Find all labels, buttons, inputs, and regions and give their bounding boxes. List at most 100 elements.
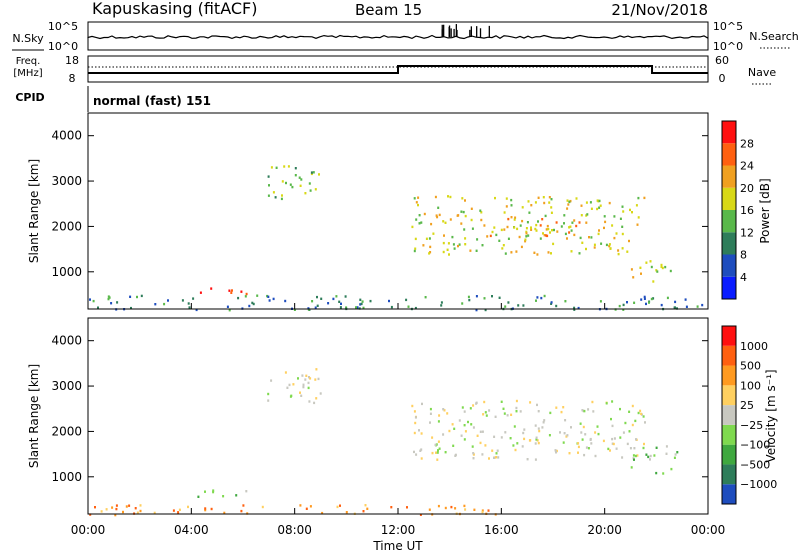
range-cell <box>116 301 119 304</box>
range-cell <box>187 505 189 509</box>
range-cell <box>261 505 264 509</box>
range-cell <box>313 401 316 405</box>
range-cell <box>442 250 445 254</box>
range-cell <box>345 511 348 514</box>
range-cell <box>685 305 688 308</box>
range-cell <box>637 216 640 219</box>
range-cell <box>571 221 574 224</box>
range-cell <box>267 295 270 298</box>
range-cell <box>172 509 175 512</box>
range-cell <box>643 442 645 446</box>
range-cell <box>543 294 546 298</box>
range-cell <box>275 166 278 169</box>
range-cell <box>559 431 561 434</box>
range-cell <box>596 199 599 202</box>
range-cell <box>642 415 645 418</box>
range-cell <box>636 454 639 457</box>
range-cell <box>318 173 320 176</box>
range-cell <box>652 280 655 283</box>
range-cell <box>596 207 599 211</box>
range-cell <box>415 218 418 221</box>
time-tick-label: 00:00 <box>691 523 726 537</box>
range-cell <box>584 433 587 436</box>
range-cell <box>635 438 637 441</box>
range-cell <box>163 302 166 306</box>
range-cell <box>575 197 578 200</box>
range-cell <box>528 439 531 442</box>
range-cell <box>453 247 456 250</box>
range-cell <box>463 504 466 508</box>
range-cell <box>267 194 270 197</box>
noise-right-tick-bottom: 10^0 <box>713 40 743 53</box>
range-cell <box>569 225 572 228</box>
time-tick-label: 20:00 <box>587 523 622 537</box>
range-cell <box>114 513 117 517</box>
range-cell <box>515 399 518 403</box>
range-cell <box>605 402 608 405</box>
time-tick-label: 16:00 <box>484 523 519 537</box>
range-cell <box>122 510 124 514</box>
range-cell <box>359 298 362 301</box>
range-cell <box>469 407 472 410</box>
range-cell <box>437 449 439 452</box>
range-cell <box>585 247 587 251</box>
range-cell <box>476 434 479 437</box>
range-cell <box>204 490 206 493</box>
range-cell <box>539 237 542 240</box>
range-cell <box>643 297 646 300</box>
range-tick-label: 2000 <box>51 424 82 438</box>
range-cell <box>369 299 372 303</box>
range-cell <box>613 236 616 240</box>
range-cell <box>469 249 472 252</box>
range-cell <box>494 415 497 418</box>
range-cell <box>430 222 433 226</box>
range-cell <box>481 453 484 456</box>
range-cell <box>566 199 569 202</box>
range-cell <box>534 442 537 445</box>
range-cell <box>626 250 629 253</box>
range-cell <box>505 205 508 208</box>
range-cell <box>483 297 486 300</box>
range-cell <box>633 458 635 461</box>
range-cell <box>630 268 633 271</box>
range-cell <box>506 414 509 417</box>
range-cell <box>536 403 538 407</box>
range-cell <box>314 378 317 381</box>
range-cell <box>537 196 540 199</box>
range-cell <box>564 419 567 422</box>
range-cell <box>419 449 422 452</box>
range-cell <box>472 453 475 456</box>
range-cell <box>270 379 273 382</box>
range-cell <box>596 425 599 428</box>
range-cell <box>649 260 652 263</box>
range-cell <box>580 431 583 434</box>
range-cell <box>340 302 342 305</box>
range-cell <box>592 410 595 413</box>
range-cell <box>473 508 476 511</box>
range-cell <box>504 305 507 308</box>
range-cell <box>356 306 359 309</box>
range-cell <box>413 450 415 454</box>
range-cell <box>476 238 479 241</box>
range-cell <box>305 507 308 510</box>
range-cell <box>336 505 339 509</box>
range-cell <box>483 224 486 227</box>
range-cell <box>621 456 624 459</box>
range-cell <box>629 208 631 212</box>
range-cell <box>136 295 138 299</box>
range-cell <box>97 306 99 309</box>
range-cell <box>587 447 590 450</box>
range-cell <box>443 234 445 237</box>
range-cell <box>431 436 434 439</box>
range-cell <box>513 226 516 229</box>
freq-tick-top: 18 <box>65 54 79 67</box>
range-cell <box>458 243 461 246</box>
colorbar-segment <box>722 345 736 366</box>
range-cell <box>583 409 586 413</box>
range-cell <box>298 176 301 179</box>
range-cell <box>481 430 484 433</box>
range-cell <box>647 455 650 459</box>
range-cell <box>125 505 128 508</box>
range-cell <box>89 513 92 516</box>
range-cell <box>268 184 270 187</box>
